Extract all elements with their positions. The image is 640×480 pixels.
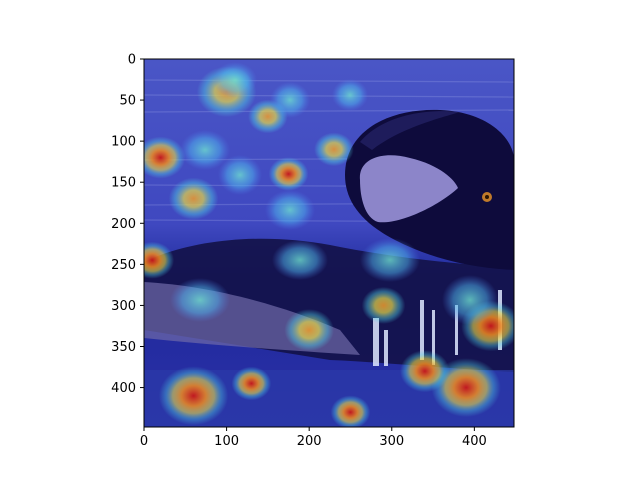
x-tick-label: 0 [140,434,148,449]
heat-hotspot [268,157,309,191]
y-tick-label: 50 [119,94,136,109]
duck-pupil [485,195,489,199]
heat-hotspot [284,309,334,352]
heatmap-image [144,59,514,427]
axes-frame [143,58,515,428]
y-tick-label: 100 [111,135,136,150]
cyan-patches [170,62,498,325]
y-tick-label: 300 [111,299,136,314]
heat-hotspot [231,366,272,401]
y-tick-label: 150 [111,176,136,191]
head-feathers [360,111,460,150]
heat-hotspot [361,286,406,324]
heat-hotspot [168,177,219,220]
heat-hotspot [314,132,354,167]
y-tick-label: 400 [111,381,136,396]
y-axis: 0 50 100 150 200 250 300 350 400 [111,53,144,396]
y-tick-label: 350 [111,340,136,355]
y-tick-label: 200 [111,217,136,232]
x-axis: 0 100 200 300 400 [140,427,487,449]
white-head-patch [359,155,458,223]
y-tick-label: 250 [111,258,136,273]
heat-hotspot [144,136,186,179]
x-tick-label: 400 [462,434,487,449]
heat-hotspot [400,350,450,393]
heat-hotspot [158,366,229,426]
y-tick-label: 0 [128,53,136,68]
x-tick-label: 200 [297,434,322,449]
heat-overlay [144,66,514,427]
heat-hotspot [144,241,175,279]
heat-hotspot [330,395,371,427]
x-tick-label: 100 [214,434,239,449]
x-tick-label: 300 [379,434,404,449]
